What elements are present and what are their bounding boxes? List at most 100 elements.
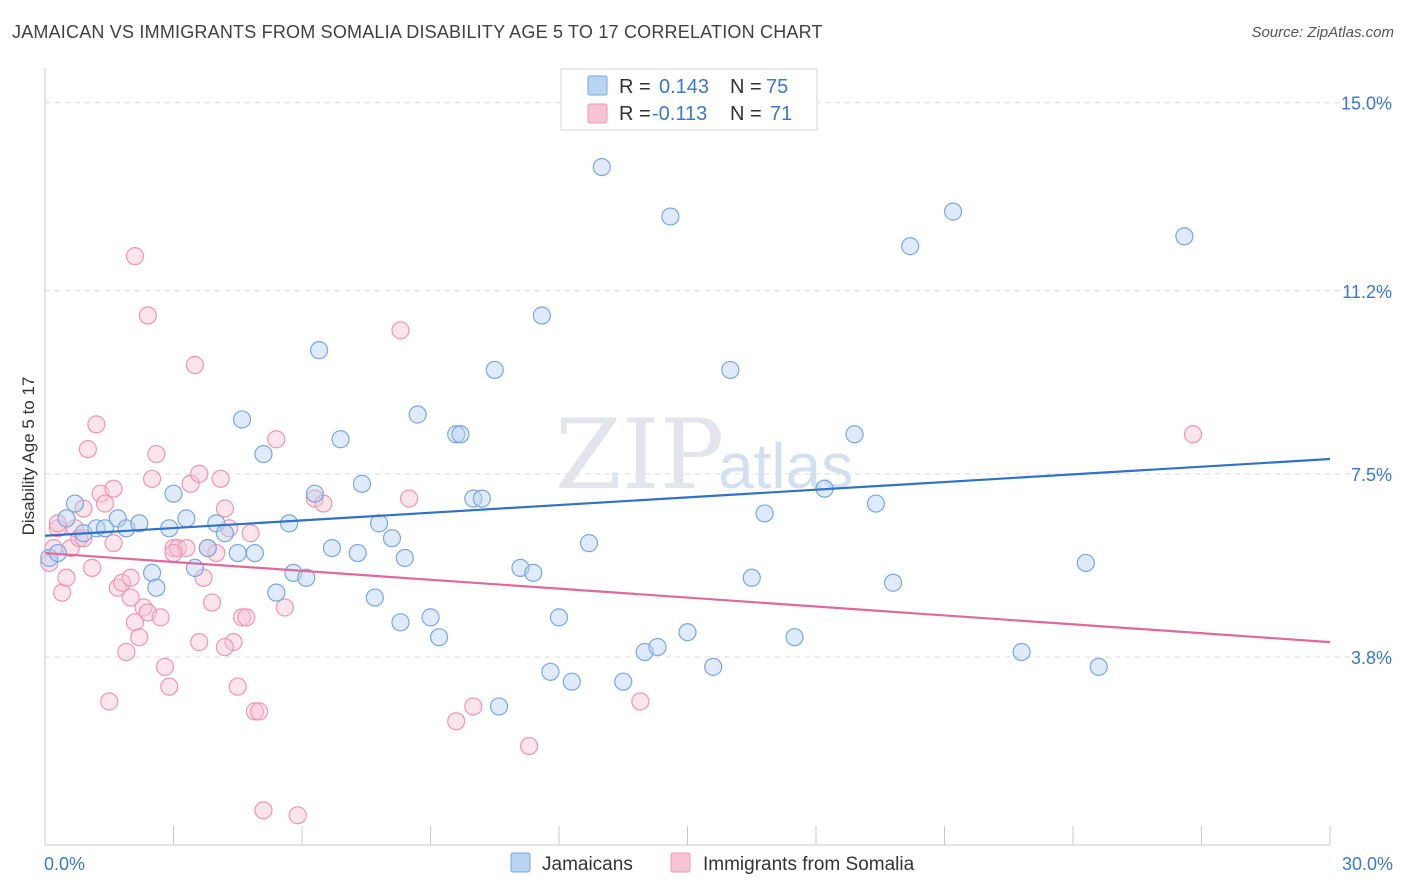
- data-point: [352, 474, 372, 493]
- watermark: ZIP atlas: [555, 399, 853, 511]
- data-point: [254, 444, 273, 464]
- data-point: [121, 588, 140, 607]
- data-point: [322, 538, 342, 558]
- y-tick-label: 15.0%: [1341, 94, 1392, 114]
- data-point: [237, 608, 256, 627]
- legend-swatch-pink: [587, 103, 608, 124]
- data-point: [631, 692, 650, 711]
- data-point: [53, 583, 72, 602]
- data-point: [87, 415, 106, 434]
- data-point: [592, 157, 611, 177]
- data-point: [228, 677, 247, 696]
- axes: [44, 68, 1331, 846]
- data-point: [288, 806, 307, 825]
- data-point: [310, 341, 329, 360]
- data-point: [155, 657, 175, 676]
- data-point: [147, 578, 166, 597]
- data-point: [130, 514, 149, 533]
- data-point: [721, 360, 740, 380]
- data-point: [232, 608, 252, 627]
- data-point: [382, 529, 402, 548]
- y-tick-label: 7.5%: [1351, 465, 1392, 485]
- data-point: [579, 534, 599, 553]
- data-point: [429, 628, 449, 647]
- data-point: [267, 583, 286, 602]
- legend-n-value-1: 75: [766, 76, 788, 98]
- legend-r-label-2: R =: [619, 103, 651, 125]
- data-point: [112, 573, 132, 592]
- x-tick-label: 30.0%: [1342, 854, 1393, 874]
- data-point: [241, 524, 260, 543]
- data-point: [207, 543, 226, 563]
- data-point: [549, 608, 569, 627]
- data-point: [447, 712, 466, 731]
- data-point: [228, 543, 247, 563]
- data-point: [391, 321, 410, 340]
- data-point: [866, 494, 886, 513]
- data-point: [399, 489, 419, 508]
- data-point: [164, 543, 183, 563]
- data-point: [489, 697, 509, 716]
- data-point: [370, 514, 389, 533]
- data-point: [190, 633, 209, 652]
- trend-lines: [44, 457, 1331, 644]
- series-immigrants-from-somalia: [40, 247, 1203, 825]
- data-point: [74, 499, 93, 518]
- data-point: [275, 598, 294, 617]
- data-point: [202, 593, 222, 612]
- data-point: [331, 430, 350, 449]
- y-tick-labels: 3.8% 7.5% 11.2% 15.0%: [1341, 94, 1392, 668]
- legend-n-value-2: 71: [770, 103, 792, 125]
- data-point: [121, 568, 140, 587]
- data-point: [519, 736, 539, 756]
- data-point: [245, 702, 264, 721]
- legend-n-label-2: N =: [730, 103, 762, 125]
- data-point: [117, 642, 136, 662]
- data-point: [678, 623, 697, 642]
- data-point: [211, 469, 230, 488]
- data-point: [125, 247, 145, 266]
- y-tick-label: 11.2%: [1342, 282, 1392, 302]
- data-point: [704, 657, 723, 676]
- data-point: [142, 563, 162, 582]
- grid-lines: [45, 102, 1392, 658]
- data-point: [541, 662, 560, 681]
- data-point: [648, 637, 667, 657]
- data-point: [395, 548, 414, 568]
- data-point: [78, 440, 97, 459]
- data-point: [185, 355, 205, 375]
- data-point: [147, 444, 166, 464]
- data-point: [485, 360, 504, 380]
- legend-r-value-1: 0.143: [659, 76, 709, 98]
- data-point: [1175, 227, 1194, 246]
- data-point: [215, 637, 234, 657]
- y-tick-label: 3.8%: [1351, 648, 1392, 668]
- data-point: [305, 489, 324, 508]
- data-point: [160, 677, 179, 696]
- trend-line-jamaicans: [44, 457, 1331, 537]
- data-point: [245, 543, 264, 563]
- series-legend: Jamaicans Immigrants from Somalia: [510, 852, 915, 875]
- data-point: [125, 613, 145, 632]
- data-point: [48, 514, 67, 533]
- data-point: [562, 672, 581, 691]
- data-point: [224, 633, 243, 652]
- trend-line-somalia: [44, 551, 1331, 644]
- data-point: [661, 207, 680, 226]
- data-point: [365, 588, 384, 607]
- data-point: [532, 306, 551, 325]
- data-point: [1089, 657, 1108, 676]
- data-point: [883, 573, 903, 592]
- data-point: [451, 425, 470, 444]
- legend-swatch-somalia: [670, 852, 691, 873]
- data-point: [250, 702, 269, 721]
- data-point: [447, 425, 466, 444]
- data-point: [1012, 642, 1031, 662]
- data-point: [138, 306, 157, 325]
- data-point: [177, 509, 196, 528]
- data-point: [83, 558, 102, 577]
- data-point: [297, 568, 316, 587]
- data-point: [305, 484, 324, 503]
- data-point: [104, 534, 123, 553]
- data-point: [164, 484, 183, 503]
